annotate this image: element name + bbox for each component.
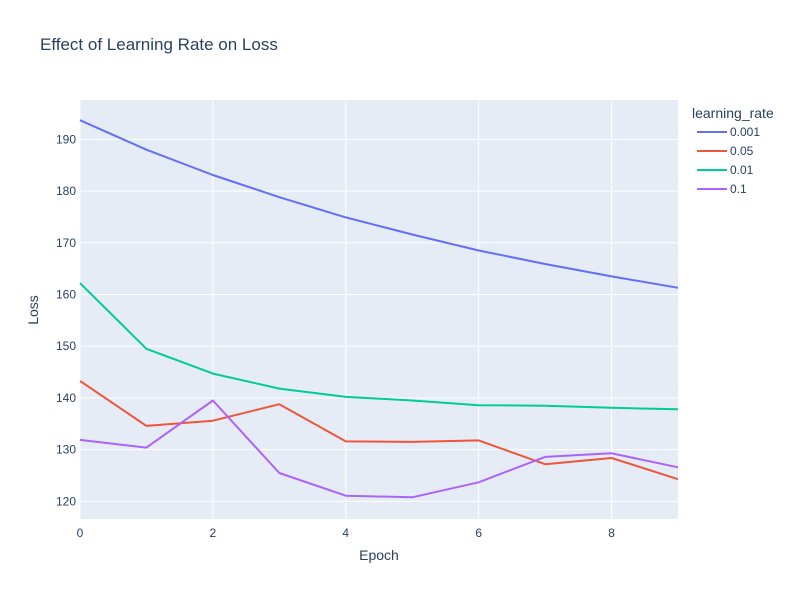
y-tick-label: 170 xyxy=(56,236,76,250)
x-tick-label: 2 xyxy=(210,526,217,540)
x-tick-label: 0 xyxy=(77,526,84,540)
y-tick-label: 130 xyxy=(56,443,76,457)
y-tick-label: 180 xyxy=(56,184,76,198)
y-tick-label: 120 xyxy=(56,494,76,508)
x-tick-label: 6 xyxy=(475,526,482,540)
legend-label-0.001: 0.001 xyxy=(730,125,760,139)
x-tick-label: 4 xyxy=(342,526,349,540)
series-line-0.1 xyxy=(79,399,679,499)
series-line-0.01 xyxy=(79,282,679,411)
y-tick-label: 160 xyxy=(56,287,76,301)
legend-label-0.01: 0.01 xyxy=(730,163,754,177)
y-tick-label: 150 xyxy=(56,339,76,353)
legend-title: learning_rate xyxy=(692,105,774,121)
legend-label-0.1: 0.1 xyxy=(730,182,747,196)
series-line-0.001 xyxy=(79,119,679,289)
grid xyxy=(79,100,678,519)
y-tick-label: 190 xyxy=(56,132,76,146)
x-tick-labels: 0 2 4 6 8 xyxy=(77,526,616,540)
legend-label-0.05: 0.05 xyxy=(730,144,754,158)
legend: learning_rate 0.001 0.05 0.01 0.1 xyxy=(692,105,774,196)
series-lines xyxy=(79,119,679,499)
x-axis-title: Epoch xyxy=(359,547,399,563)
y-tick-label: 140 xyxy=(56,391,76,405)
chart-title: Effect of Learning Rate on Loss xyxy=(40,35,278,54)
x-tick-label: 8 xyxy=(608,526,615,540)
y-axis-title: Loss xyxy=(25,295,41,325)
y-tick-labels: 120 130 140 150 160 170 180 190 xyxy=(56,132,76,508)
plot-background xyxy=(80,100,678,519)
